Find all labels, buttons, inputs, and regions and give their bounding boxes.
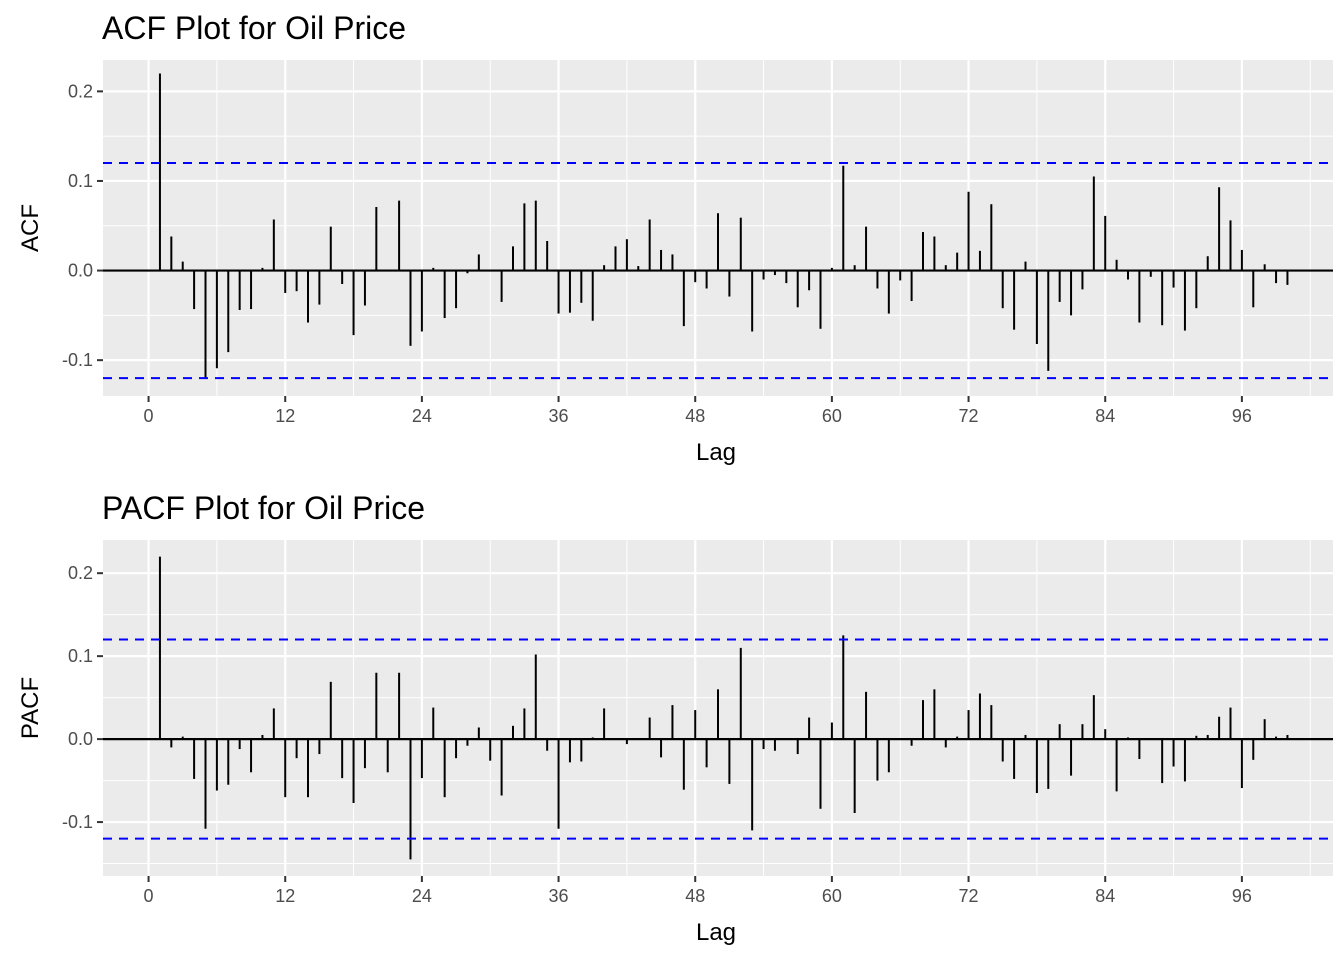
pacf-x-axis-label: Lag xyxy=(696,919,736,946)
x-tick-label: 24 xyxy=(412,886,432,906)
x-tick-label: 0 xyxy=(144,886,154,906)
x-tick-label: 72 xyxy=(959,886,979,906)
y-tick-label: 0.2 xyxy=(68,81,93,101)
y-tick-label: 0.0 xyxy=(68,729,93,749)
x-tick-label: 84 xyxy=(1095,886,1115,906)
pacf-y-ticks: -0.1 0.0 0.1 0.2 xyxy=(62,563,103,832)
y-tick-label: 0.1 xyxy=(68,646,93,666)
acf-y-axis-label: ACF xyxy=(17,204,44,252)
acf-x-ticks: 0 12 24 36 48 60 72 84 96 xyxy=(144,396,1252,426)
acf-x-axis-label: Lag xyxy=(696,439,736,466)
y-tick-label: -0.1 xyxy=(62,350,93,370)
x-tick-label: 96 xyxy=(1232,886,1252,906)
x-tick-label: 24 xyxy=(412,406,432,426)
x-tick-label: 96 xyxy=(1232,406,1252,426)
x-tick-label: 60 xyxy=(822,886,842,906)
x-tick-label: 48 xyxy=(685,886,705,906)
x-tick-label: 60 xyxy=(822,406,842,426)
pacf-confidence-bounds xyxy=(103,638,1333,840)
y-tick-label: 0.2 xyxy=(68,563,93,583)
acf-panel: ACF Plot for Oil Price -0.1 0.0 0.1 0.2 0 12… xyxy=(17,10,1333,466)
x-tick-label: 84 xyxy=(1095,406,1115,426)
acf-y-ticks: -0.1 0.0 0.1 0.2 xyxy=(62,81,103,370)
x-tick-label: 0 xyxy=(144,406,154,426)
y-tick-label: -0.1 xyxy=(62,812,93,832)
pacf-x-ticks: 0 12 24 36 48 60 72 84 96 xyxy=(144,876,1252,906)
acf-title: ACF Plot for Oil Price xyxy=(102,10,406,46)
x-tick-label: 48 xyxy=(685,406,705,426)
x-tick-label: 12 xyxy=(275,886,295,906)
pacf-title: PACF Plot for Oil Price xyxy=(102,490,425,526)
x-tick-label: 36 xyxy=(549,406,569,426)
pacf-panel: PACF Plot for Oil Price -0.1 0.0 0.1 0.2 0 1… xyxy=(17,490,1333,946)
x-tick-label: 72 xyxy=(959,406,979,426)
acf-confidence-bounds xyxy=(103,162,1333,380)
x-tick-label: 36 xyxy=(549,886,569,906)
y-tick-label: 0.1 xyxy=(68,171,93,191)
x-tick-label: 12 xyxy=(275,406,295,426)
pacf-bars xyxy=(158,556,1289,860)
y-tick-label: 0.0 xyxy=(68,261,93,281)
pacf-y-axis-label: PACF xyxy=(17,677,44,739)
